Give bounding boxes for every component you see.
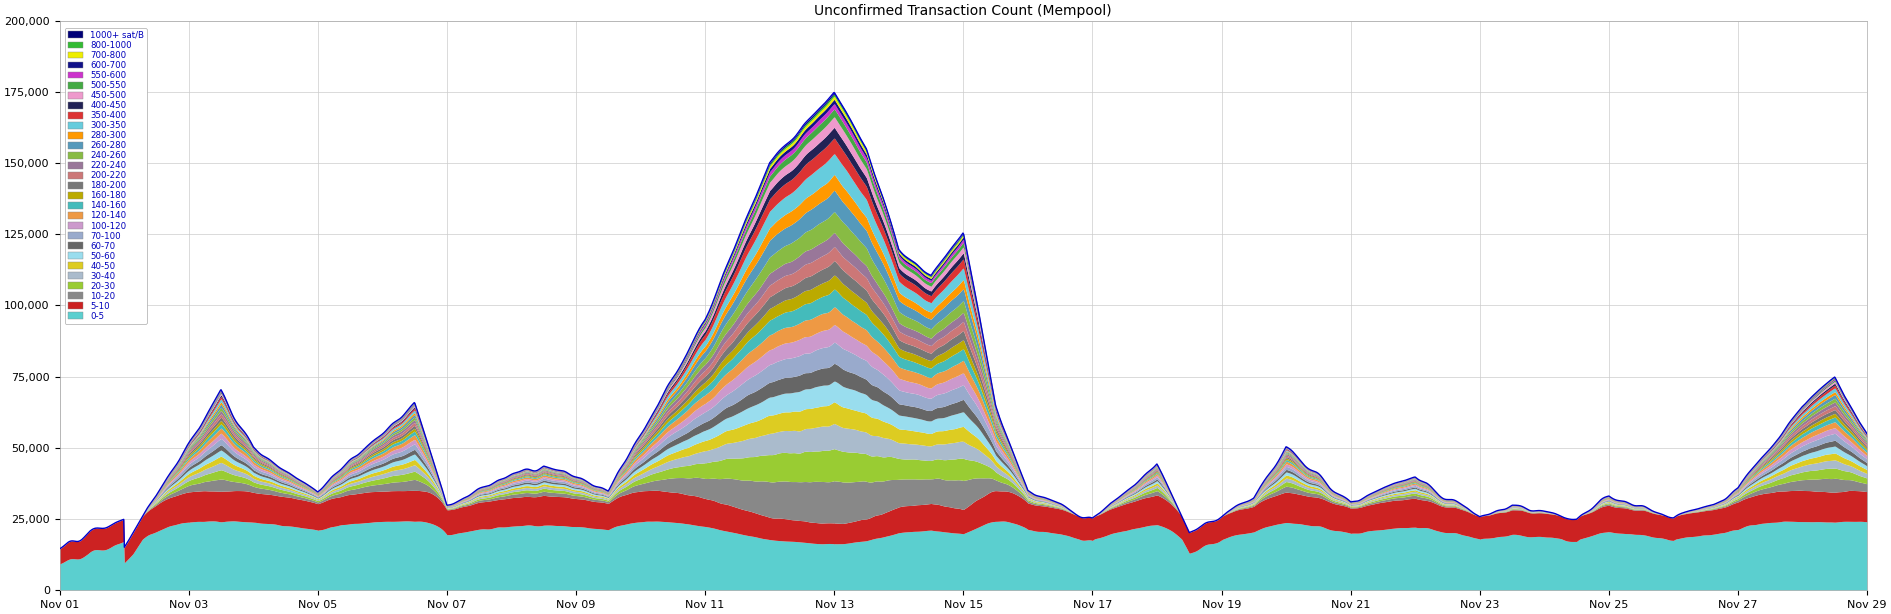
Title: Unconfirmed Transaction Count (Mempool): Unconfirmed Transaction Count (Mempool) [815,4,1112,18]
Legend: 1000+ sat/B, 800-1000, 700-800, 600-700, 550-600, 500-550, 450-500, 400-450, 350: 1000+ sat/B, 800-1000, 700-800, 600-700,… [64,28,147,324]
